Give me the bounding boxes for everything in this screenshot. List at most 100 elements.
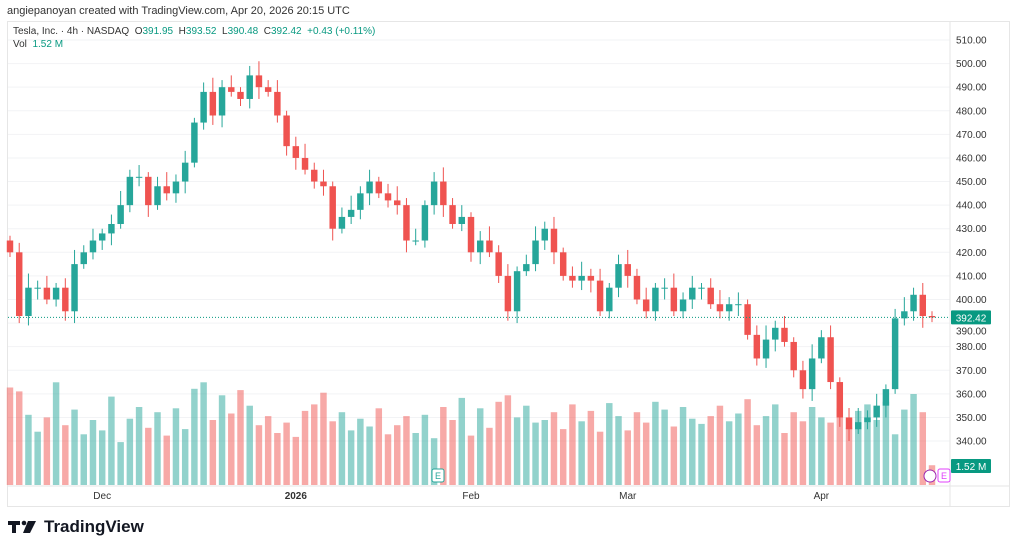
volume-bar — [264, 416, 272, 485]
candle-body — [34, 287, 41, 289]
volume-bar — [80, 434, 87, 485]
y-tick-label: 450.00 — [956, 177, 987, 188]
candle-body — [513, 271, 521, 312]
volume-bar — [329, 421, 336, 485]
y-tick-label: 350.00 — [956, 413, 987, 424]
candle-body — [615, 264, 622, 288]
volume-bar — [274, 433, 281, 485]
candle-body — [154, 186, 161, 206]
candle-body — [624, 264, 631, 276]
volume-bar — [117, 442, 124, 485]
candle-body — [25, 287, 32, 317]
volume-bar — [513, 417, 521, 485]
tradingview-logo-icon — [8, 520, 36, 533]
candle-body — [569, 275, 576, 281]
ohlc-legend: Tesla, Inc. · 4h · NASDAQ O391.95 H393.5… — [13, 26, 375, 37]
volume-bar — [172, 408, 180, 485]
volume-bar — [476, 408, 484, 485]
candle-body — [329, 186, 336, 229]
volume-bar — [311, 404, 318, 485]
candle-body — [181, 162, 189, 182]
volume-bar — [458, 397, 466, 485]
candle-body — [98, 233, 106, 241]
volume-bar — [781, 433, 788, 485]
volume-bar — [744, 399, 751, 485]
chart-frame — [7, 21, 1010, 507]
candle-body — [89, 240, 97, 253]
volume-bar — [873, 420, 880, 485]
tradingview-logo[interactable]: TradingView — [8, 517, 144, 537]
candle-body — [421, 205, 429, 241]
volume-bar — [357, 418, 364, 485]
volume-bar — [52, 382, 60, 485]
high-label: H — [178, 26, 186, 37]
candle-body — [43, 287, 51, 300]
close-label: C — [263, 26, 271, 37]
candle-body — [246, 75, 253, 99]
earnings-marker-label: E — [941, 471, 947, 481]
y-tick-label: 340.00 — [956, 437, 987, 448]
candle-body — [744, 304, 751, 335]
candle-body — [292, 146, 300, 158]
volume-bar — [541, 420, 548, 485]
candle-body — [172, 181, 180, 194]
volume-bar — [735, 413, 742, 485]
volume-bar — [587, 410, 595, 485]
candle-body — [200, 91, 207, 123]
candle-body — [145, 176, 152, 206]
candle-body — [495, 252, 502, 276]
candle-body — [384, 193, 392, 201]
volume-bar — [891, 434, 899, 485]
candle-body — [596, 280, 604, 312]
volume-bar — [633, 412, 641, 485]
candle-body — [716, 304, 724, 312]
volume-bar — [550, 412, 558, 485]
candle-body — [504, 275, 512, 312]
candle-body — [901, 311, 908, 319]
volume-bar — [218, 395, 226, 485]
candle-body — [237, 91, 244, 99]
candle-body — [689, 287, 696, 300]
volume-bar — [919, 412, 927, 485]
volume-bar — [661, 409, 668, 485]
candle-body — [559, 252, 567, 276]
candle-body — [523, 264, 530, 272]
volume-bar — [486, 427, 493, 485]
candle-body — [191, 122, 198, 163]
y-tick-label: 480.00 — [956, 106, 987, 117]
y-tick-label: 370.00 — [956, 366, 987, 377]
volume-bar — [154, 412, 161, 485]
candle-body — [827, 337, 834, 383]
high-value: 393.52 — [185, 26, 217, 37]
volume-bar — [200, 382, 207, 485]
candle-body — [864, 417, 871, 423]
candle-body — [80, 252, 87, 265]
candle-body — [228, 87, 235, 92]
volume-bar — [698, 423, 705, 485]
candle-body — [633, 275, 641, 300]
volume-bar — [43, 417, 51, 485]
chart-credit: angiepanoyan created with TradingView.co… — [7, 5, 350, 17]
candle-body — [532, 240, 539, 265]
candle-body — [255, 75, 263, 88]
y-tick-label: 430.00 — [956, 224, 987, 235]
volume-bar — [292, 436, 300, 485]
y-tick-label: 380.00 — [956, 342, 987, 353]
volume-bar — [606, 403, 613, 485]
volume-bar — [163, 435, 170, 485]
symbol-label[interactable]: Tesla, Inc. · 4h · NASDAQ — [13, 26, 130, 37]
volume-bar — [366, 426, 373, 485]
volume-bar — [818, 417, 825, 485]
candle-body — [394, 200, 401, 206]
volume-bar — [882, 401, 890, 485]
y-tick-label: 500.00 — [956, 59, 987, 70]
volume-bar — [504, 395, 512, 485]
volume-bar — [772, 404, 779, 485]
volume-label: Vol — [13, 39, 27, 50]
volume-bar — [283, 422, 290, 485]
y-tick-label: 460.00 — [956, 153, 987, 164]
earnings-marker — [937, 468, 951, 483]
candle-body — [283, 115, 290, 147]
volume-bar — [808, 407, 816, 485]
